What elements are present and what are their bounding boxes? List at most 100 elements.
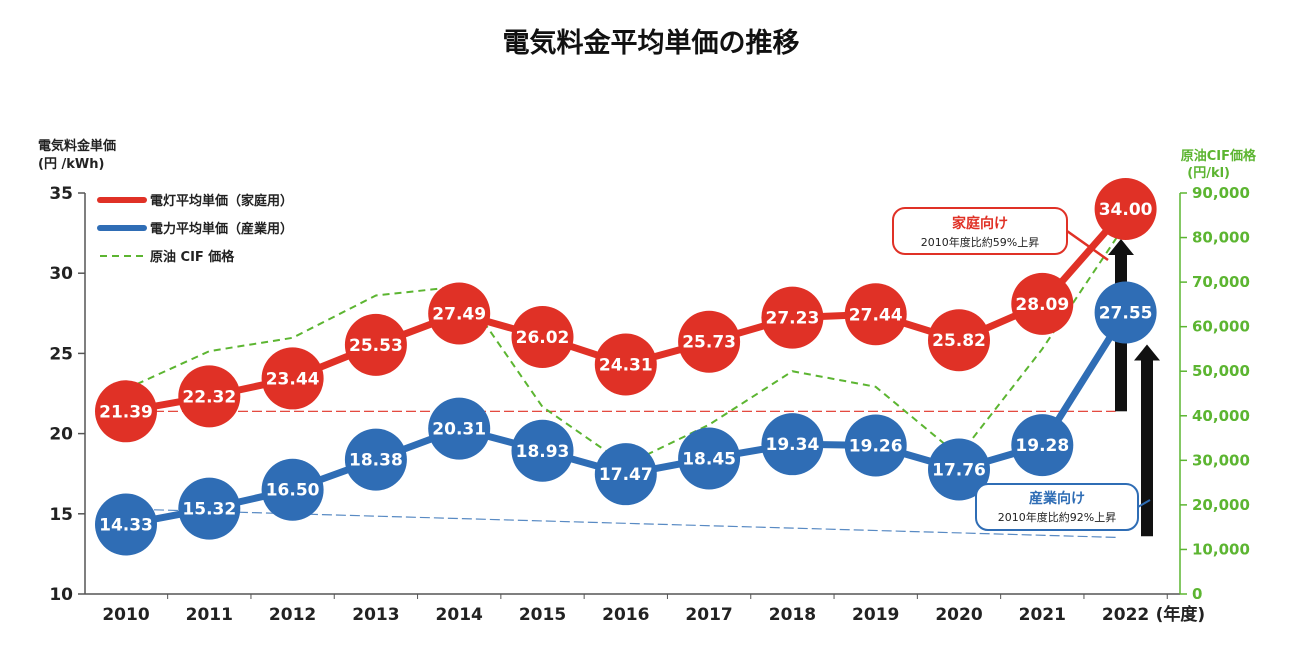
chart-title: 電気料金平均単価の推移 [503,27,800,59]
marker-industrial-2015 [511,419,574,482]
annotation-household-title: 家庭向け [952,215,1008,232]
marker-industrial-2012 [261,458,324,521]
legend: 電灯平均単価（家庭用） 電力平均単価（産業用） 原油 CIF 価格 [97,193,293,265]
right-tick-label: 10,000 [1192,540,1250,558]
marker-industrial-2017 [678,427,741,490]
data-label-household: 27.23 [766,309,820,329]
annotation-industrial-text: 2010年度比約92%上昇 [998,510,1116,524]
marker-industrial-2022 [1094,281,1157,344]
data-label-household: 24.31 [599,355,653,375]
marker-household-2011 [178,365,241,428]
left-tick-label: 15 [49,505,73,525]
right-tick-label: 60,000 [1192,318,1250,336]
left-tick-label: 10 [49,585,73,605]
left-tick-label: 25 [49,344,73,364]
arrow-household-head [1108,239,1134,256]
x-tick-label: 2021 [1019,605,1066,625]
x-tick-label: 2022 [1102,605,1149,625]
x-tick-label: 2012 [269,605,316,625]
x-tick-label: 2020 [935,605,982,625]
x-tick-label: 2014 [436,605,483,625]
left-tick-label: 35 [49,184,73,204]
legend-label-industrial: 電力平均単価（産業用） [150,221,293,237]
arrow-industrial-head [1134,344,1160,361]
data-label-household: 27.44 [849,305,903,325]
left-tick-label: 20 [49,425,73,445]
x-tick-label: 2015 [519,605,566,625]
data-label-industrial: 27.55 [1099,303,1153,323]
data-label-household: 25.73 [682,333,736,353]
data-label-industrial: 15.32 [182,500,236,520]
left-tick-label: 30 [49,264,73,284]
right-tick-label: 20,000 [1192,496,1250,514]
data-label-household: 22.32 [182,387,236,407]
marker-household-2010 [95,380,157,443]
marker-household-2020 [928,309,990,372]
data-label-industrial: 18.45 [682,449,736,469]
marker-household-2021 [1011,272,1074,335]
data-label-industrial: 18.93 [516,442,570,462]
data-label-household: 26.02 [516,328,570,348]
annotation-industrial-leader [1137,499,1151,508]
annotation-industrial: 産業向け 2010年度比約92%上昇 [975,483,1139,531]
x-tick-label: 2011 [186,605,233,625]
reference-line-industrial [125,508,1116,538]
marker-household-2018 [761,286,824,349]
marker-household-2016 [594,333,657,396]
legend-label-oil: 原油 CIF 価格 [150,249,235,265]
marker-industrial-2014 [428,397,491,460]
data-label-household: 21.39 [99,402,153,422]
right-tick-label: 30,000 [1192,451,1250,469]
marker-household-2015 [511,306,574,369]
marker-industrial-2019 [844,414,907,477]
annotation-industrial-box [975,483,1139,531]
x-axis-suffix: (年度) [1156,604,1206,625]
right-tick-label: 40,000 [1192,407,1250,425]
right-tick-label: 70,000 [1192,273,1250,291]
annotation-household: 家庭向け 2010年度比約59%上昇 [892,207,1068,255]
annotation-household-box [892,207,1068,255]
data-label-industrial: 14.33 [99,516,153,536]
data-label-industrial: 16.50 [266,481,320,501]
arrow-industrial-shaft [1141,358,1153,537]
right-tick-label: 80,000 [1192,229,1250,247]
left-axis-label-line2: (円 /kWh) [38,157,104,172]
data-label-industrial: 17.76 [932,461,986,481]
marker-household-2012 [261,347,324,410]
marker-industrial-2020 [928,438,990,501]
legend-label-household: 電灯平均単価（家庭用） [150,193,293,209]
marker-industrial-2016 [594,443,657,506]
data-label-household: 27.49 [432,304,486,324]
right-tick-label: 0 [1192,585,1202,603]
data-label-household: 23.44 [266,369,320,389]
x-tick-label: 2017 [685,605,732,625]
marker-industrial-2013 [344,428,407,491]
marker-industrial-2011 [178,477,241,540]
marker-household-2017 [678,310,741,373]
marker-household-2013 [344,313,407,376]
data-label-industrial: 19.26 [849,436,903,456]
marker-household-2014 [428,282,491,345]
data-label-industrial: 18.38 [349,451,403,471]
marker-industrial-2010 [95,493,157,556]
x-tick-label: 2018 [769,605,816,625]
marker-industrial-2021 [1011,414,1074,477]
left-axis-label-line1: 電気料金単価 [38,138,116,154]
data-label-household: 25.53 [349,336,403,356]
data-label-household: 25.82 [932,331,986,351]
data-label-household: 28.09 [1015,295,1069,315]
marker-household-2022 [1094,178,1157,241]
x-tick-label: 2019 [852,605,899,625]
marker-industrial-2018 [761,413,824,476]
annotation-household-leader [1066,229,1109,262]
data-label-industrial: 17.47 [599,465,653,485]
right-axis-label-line1: 原油CIF価格 [1181,148,1257,164]
data-label-industrial: 20.31 [432,420,486,440]
data-label-industrial: 19.34 [766,435,820,455]
right-tick-label: 90,000 [1192,184,1250,202]
annotation-household-text: 2010年度比約59%上昇 [921,235,1039,249]
x-tick-label: 2010 [102,605,149,625]
annotation-industrial-title: 産業向け [1029,490,1085,507]
right-axis-label-line2: (円/kl) [1187,166,1230,181]
